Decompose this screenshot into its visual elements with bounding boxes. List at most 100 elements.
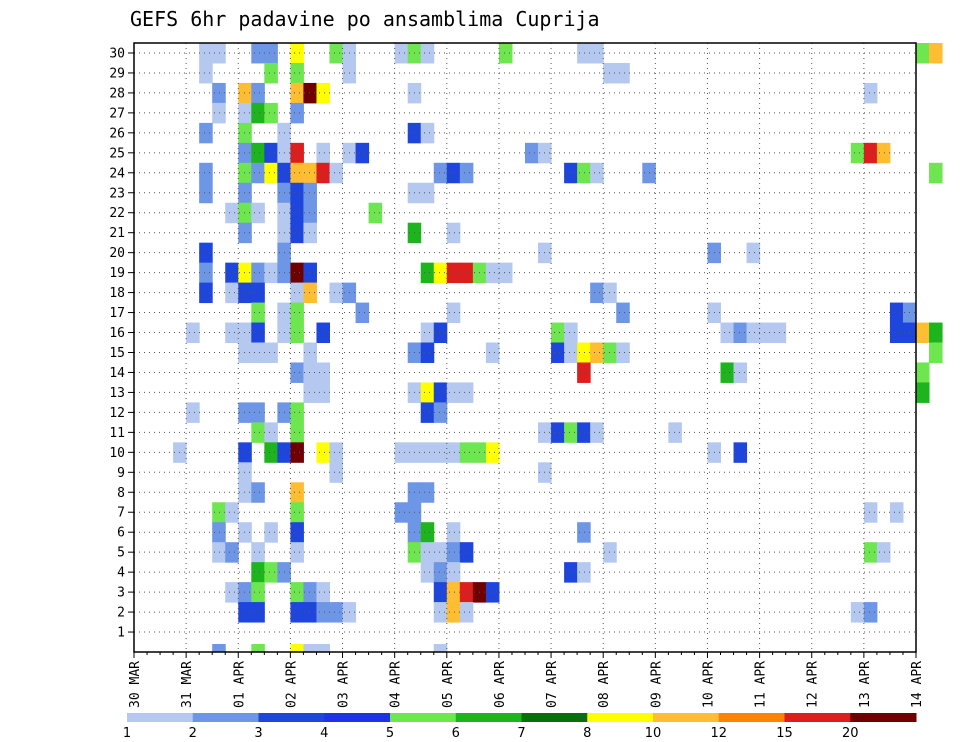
heatmap-cell (863, 542, 878, 563)
heatmap-cell (225, 542, 239, 563)
legend-swatch (521, 713, 588, 722)
heatmap-cell (238, 582, 252, 603)
y-tick-label: 27 (109, 106, 125, 121)
heatmap-cell (212, 43, 226, 64)
heatmap-cell (251, 282, 265, 304)
y-tick-label: 17 (109, 306, 125, 321)
heatmap-cell (616, 342, 630, 363)
heatmap-cell (303, 362, 317, 383)
y-tick-label: 16 (109, 326, 125, 341)
heatmap-cell (290, 522, 304, 543)
heatmap-cell (889, 322, 904, 344)
heatmap-cell (577, 162, 591, 184)
y-tick-label: 30 (109, 46, 125, 61)
heatmap-cell (459, 262, 474, 284)
heatmap-cell (668, 422, 682, 443)
heatmap-cell (564, 162, 578, 184)
legend-label: 10 (645, 726, 662, 741)
y-tick-label: 9 (117, 466, 125, 481)
heatmap-cell (616, 62, 630, 84)
legend-swatch (127, 713, 194, 722)
heatmap-cell (733, 322, 748, 344)
heatmap-cell (251, 262, 265, 284)
y-tick-label: 21 (109, 226, 125, 241)
heatmap-cell (290, 202, 304, 224)
heatmap-cell (420, 482, 435, 503)
heatmap-cell (303, 602, 317, 623)
heatmap-cell (290, 62, 304, 84)
chart-title: GEFS 6hr padavine po ansamblima Cuprija (130, 7, 600, 31)
heatmap-cell (577, 43, 591, 64)
y-tick-label: 28 (109, 86, 125, 101)
heatmap-cell (420, 562, 435, 583)
heatmap-cell (238, 462, 252, 483)
heatmap-cell (590, 422, 604, 443)
heatmap-cell (238, 602, 252, 623)
heatmap-cell (889, 502, 904, 523)
heatmap-cell (929, 342, 943, 363)
heatmap-cell (329, 602, 344, 623)
heatmap-cell (251, 582, 265, 603)
heatmap-cell (433, 402, 448, 423)
heatmap-cell (420, 442, 435, 463)
heatmap-cell (264, 422, 278, 443)
y-tick-label: 11 (109, 426, 125, 441)
heatmap-cell (303, 282, 317, 304)
heatmap-cell (863, 82, 878, 104)
heatmap-cell (290, 102, 304, 124)
heatmap-cell (290, 502, 304, 523)
heatmap-cell (446, 522, 461, 543)
heatmap-cell (225, 202, 239, 224)
heatmap-cell (238, 522, 252, 543)
heatmap-cell (264, 43, 278, 64)
heatmap-cell (459, 542, 474, 563)
heatmap-cell (459, 162, 474, 184)
heatmap-cell (251, 43, 265, 64)
heatmap-cell (290, 482, 304, 503)
heatmap-cell (850, 142, 865, 164)
heatmap-cell (590, 162, 604, 184)
heatmap-cell (251, 82, 265, 104)
heatmap-cell (199, 162, 213, 184)
heatmap-cell (264, 342, 278, 363)
heatmap-cell (355, 142, 370, 164)
heatmap-cell (446, 542, 461, 563)
heatmap-cell (433, 162, 448, 184)
heatmap-cell (368, 202, 383, 224)
heatmap-cell (433, 582, 448, 603)
heatmap-cell (238, 142, 252, 164)
heatmap-cell (238, 102, 252, 124)
heatmap-cell (929, 162, 943, 184)
heatmap-cell (433, 322, 448, 344)
y-tick-label: 15 (109, 346, 125, 361)
legend-label: 3 (254, 726, 262, 741)
heatmap-cell (199, 182, 213, 204)
heatmap-cell (394, 442, 409, 463)
y-tick-label: 8 (117, 486, 125, 501)
heatmap-cell (225, 262, 239, 284)
heatmap-cell (303, 582, 317, 603)
heatmap-cell (485, 582, 500, 603)
heatmap-cell (420, 182, 435, 204)
heatmap-cell (251, 402, 265, 423)
legend-swatch (258, 713, 325, 722)
heatmap-cell (238, 482, 252, 503)
heatmap-cell (303, 382, 317, 403)
heatmap-cell (251, 482, 265, 503)
heatmap-cell (590, 282, 604, 304)
legend-label: 6 (452, 726, 460, 741)
heatmap-cell (446, 162, 461, 184)
heatmap-cell (316, 322, 330, 344)
heatmap-cell (316, 82, 330, 104)
y-tick-label: 14 (109, 366, 125, 381)
heatmap-cell (316, 644, 330, 652)
heatmap-cell (564, 342, 578, 363)
legend-label: 15 (776, 726, 793, 741)
heatmap-cell (251, 322, 265, 344)
heatmap-cell (733, 362, 748, 383)
y-tick-label: 26 (109, 126, 125, 141)
heatmap-cell (212, 542, 226, 563)
heatmap-cell (929, 322, 943, 344)
heatmap-cell (420, 522, 435, 543)
